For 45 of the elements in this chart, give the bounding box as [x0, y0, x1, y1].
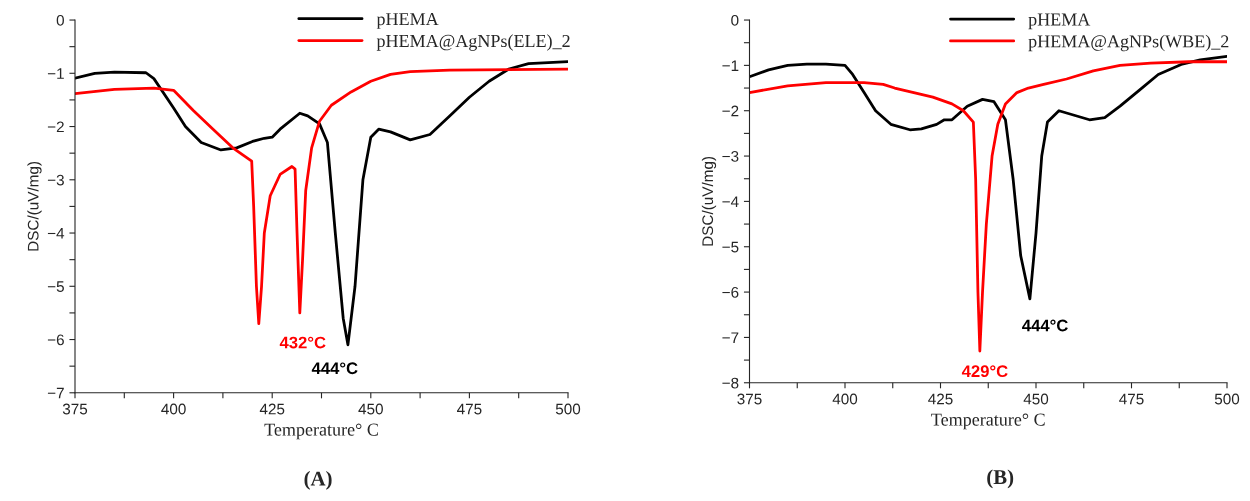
y-tick-label: 0	[56, 14, 64, 26]
y-tick-label: −8	[722, 377, 739, 389]
y-tick-label: 0	[731, 14, 739, 26]
y-tick-label: −6	[47, 334, 64, 346]
x-tick-label: 475	[457, 403, 482, 415]
x-tick-label: 400	[161, 403, 186, 415]
legend-label: pHEMA	[376, 13, 439, 29]
x-axis-title: Temperature° C	[264, 423, 378, 440]
y-tick-label: −1	[47, 68, 64, 79]
x-tick-label: 375	[62, 403, 88, 415]
legend-label: pHEMA@AgNPs(ELE)_2	[376, 34, 570, 51]
x-tick-label: 500	[555, 403, 581, 415]
x-tick-label: 450	[1023, 393, 1049, 405]
y-tick-label: −6	[722, 286, 739, 298]
y-tick-label: −7	[47, 387, 64, 399]
legend-label: pHEMA	[1028, 13, 1091, 30]
text: (B)	[987, 469, 1014, 489]
y-tick-label: −3	[722, 150, 739, 162]
x-tick-label: 500	[1214, 393, 1240, 405]
y-tick-label: −2	[722, 105, 739, 117]
annotation: 429°C	[961, 365, 1008, 378]
y-tick-label: −2	[47, 121, 64, 133]
y-axis-title: DSC/(uV/mg)	[701, 156, 717, 246]
x-tick-label: 425	[928, 393, 953, 405]
annotation: 432°C	[279, 336, 326, 349]
x-tick-label: 400	[832, 393, 858, 405]
y-tick-label: −4	[722, 196, 739, 207]
y-tick-label: −5	[47, 281, 64, 292]
x-tick-label: 475	[1119, 393, 1144, 405]
y-axis-title: DSC/(uV/mg)	[27, 161, 42, 251]
y-tick-label: −3	[47, 174, 64, 186]
annotation: 444°C	[1022, 319, 1068, 332]
line-series	[749, 54, 1227, 301]
x-axis-title: Temperature° C	[931, 413, 1045, 430]
y-tick-label: −7	[722, 332, 739, 343]
y-tick-label: −1	[722, 60, 739, 71]
y-tick-label: −5	[722, 241, 739, 253]
y-tick-label: −4	[47, 228, 65, 239]
text: (A)	[304, 470, 332, 490]
annotation: 444°C	[311, 362, 358, 375]
line-series	[749, 60, 1227, 353]
x-tick-label: 425	[259, 403, 285, 415]
x-tick-label: 450	[358, 403, 383, 415]
legend-label: pHEMA@AgNPs(WBE)_2	[1028, 34, 1229, 52]
x-tick-label: 375	[737, 393, 762, 405]
